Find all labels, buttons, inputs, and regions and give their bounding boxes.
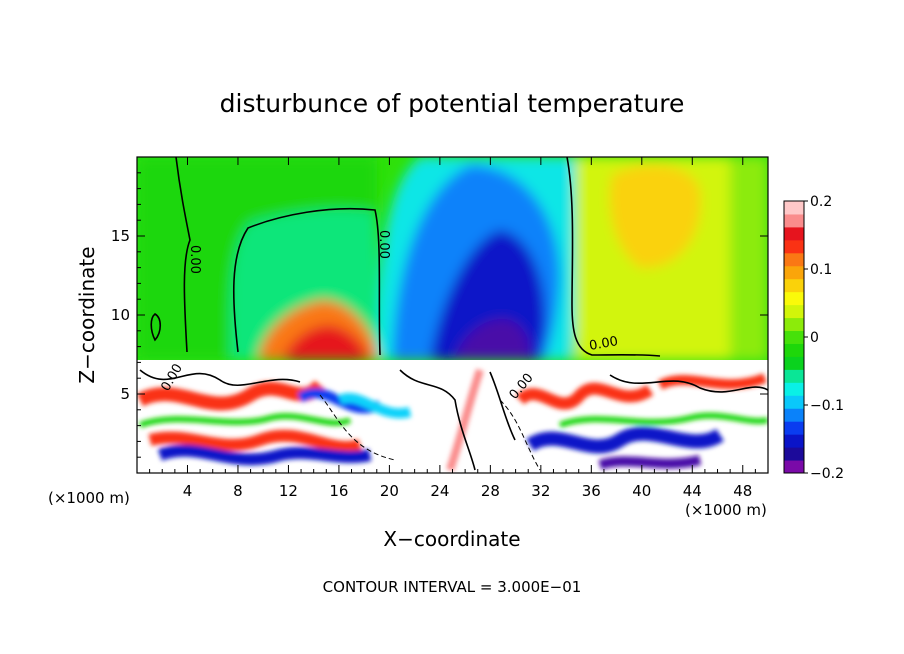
x-tick-label: 32	[531, 482, 550, 500]
colorbar-swatch	[784, 201, 804, 215]
turb-red-band-2	[148, 429, 362, 453]
x-tick-label: 48	[733, 482, 752, 500]
x-axis-label: X−coordinate	[383, 527, 520, 551]
contour-dashed-1	[319, 394, 396, 461]
contour-turb-3	[489, 371, 516, 441]
contour-label-3: 0.00	[588, 334, 619, 354]
colorbar	[783, 200, 805, 474]
contour-zero-right	[566, 157, 661, 357]
x-tick-label: 12	[279, 482, 298, 500]
x-tick-label: 4	[183, 482, 193, 500]
colorbar-swatch	[784, 265, 804, 280]
contour-interval-note: CONTOUR INTERVAL = 3.000E−01	[323, 578, 582, 596]
x-axis: 4 8 12 16 20 24 28 32 36 40 44 48	[149, 157, 756, 500]
contour-dashed-2	[499, 399, 541, 471]
colorbar-swatch	[784, 421, 804, 435]
region-warm-core	[282, 325, 370, 360]
colorbar-swatch	[784, 395, 804, 409]
x-tick-label: 16	[329, 482, 348, 500]
x-tick-label: 44	[683, 482, 702, 500]
colorbar-swatch	[784, 239, 804, 254]
plot-area: 0.00 0.00 0.00 0.00 0.00	[137, 157, 768, 473]
x-tick-label: 24	[430, 482, 449, 500]
contour-small-loop	[150, 313, 162, 342]
region-warm-upper-right-core	[609, 165, 701, 269]
x-tick-label: 20	[380, 482, 399, 500]
colorbar-swatch	[784, 369, 804, 383]
contour-zero-left	[175, 157, 191, 353]
x-tick-label: 40	[632, 482, 651, 500]
contour-turb-1	[139, 369, 301, 386]
turb-purple-band	[598, 455, 702, 470]
colorbar-swatch	[784, 291, 804, 306]
region-cold-core	[455, 319, 531, 358]
contour-turb-4	[609, 374, 768, 393]
turb-green-band	[138, 413, 352, 428]
chart-title: disturbunce of potential temperature	[220, 89, 685, 118]
colorbar-tick-label: 0.2	[810, 194, 832, 210]
x-tick-label: 28	[481, 482, 500, 500]
turb-red-band-3	[515, 382, 654, 410]
y-axis-label: Z−coordinate	[75, 246, 99, 383]
y-tick-label: 15	[111, 227, 130, 245]
x-unit-left: (×1000 m)	[48, 489, 130, 507]
colorbar-swatch	[784, 460, 804, 474]
y-tick-label: 10	[111, 306, 130, 324]
colorbar-swatch	[784, 434, 804, 448]
colorbar-tick-label: 0	[810, 330, 819, 346]
colorbar-swatch	[784, 330, 804, 344]
contour-zero-bulge	[232, 207, 381, 356]
colorbar-swatch	[784, 356, 804, 370]
colorbar-swatch	[784, 408, 804, 422]
colorbar-swatch	[784, 226, 804, 241]
colorbar-swatch	[784, 447, 804, 461]
turb-green-band-2	[558, 412, 768, 428]
colorbar-tick-label: 0.1	[810, 262, 832, 278]
turb-blue-band-1	[157, 444, 372, 466]
contour-label-2: 0.00	[376, 230, 391, 259]
contour-label-1: 0.00	[187, 245, 202, 274]
x-tick-label: 8	[233, 482, 243, 500]
colorbar-swatch	[784, 304, 804, 319]
x-unit-right: (×1000 m)	[685, 501, 767, 519]
colorbar-swatch	[784, 252, 804, 267]
turb-cyan-band	[337, 393, 412, 419]
colorbar-tick-label: −0.1	[810, 398, 844, 414]
colorbar-swatch	[784, 382, 804, 396]
colorbar-swatch	[784, 278, 804, 293]
y-axis: 5 10 15	[111, 172, 768, 458]
contour-turb-2	[399, 369, 476, 471]
colorbar-tick-label: −0.2	[810, 466, 844, 482]
region-upper-right-edge	[730, 157, 768, 360]
colorbar-swatch	[784, 213, 804, 228]
turb-pink-band	[446, 368, 484, 472]
colorbar-swatch	[784, 317, 804, 332]
x-tick-label: 36	[582, 482, 601, 500]
turb-blue-band-3	[526, 426, 724, 454]
colorbar-swatch	[784, 343, 804, 357]
y-tick-label: 5	[120, 385, 130, 403]
colorbar-ticks: 0.2 0.1 0 −0.1 −0.2	[804, 194, 844, 482]
